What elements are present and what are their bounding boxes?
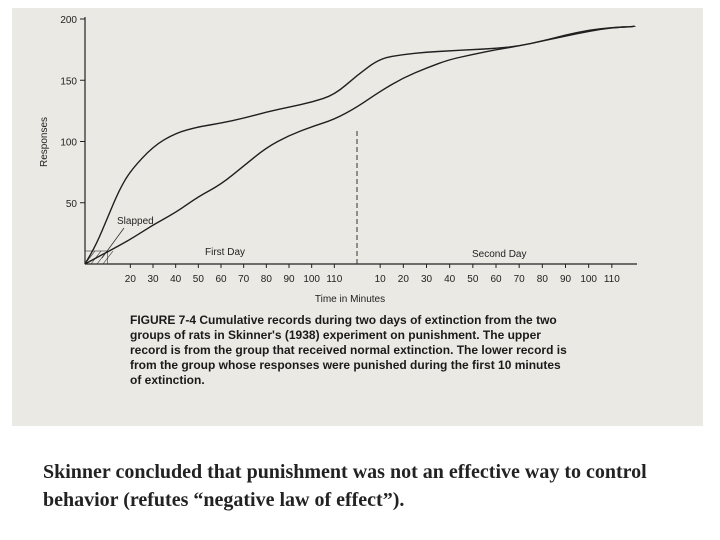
scanned-figure: 50 100 150 200 Responses 20 30 40 50 60 70 80 90 100 1… [12, 8, 703, 426]
x-tick-label-day2: 50 [467, 274, 479, 285]
cumulative-record-chart: 50 100 150 200 Responses 20 30 40 50 60 70 80 90 100 1… [39, 15, 637, 305]
x-tick-label-day1: 60 [215, 274, 227, 285]
x-tick-label-day2: 40 [444, 274, 456, 285]
x-tick-label-day2: 90 [560, 274, 572, 285]
x-tick-label-day2: 80 [537, 274, 549, 285]
figure-label: FIGURE 7-4 [130, 313, 197, 327]
x-tick-label-day2: 100 [580, 274, 597, 285]
x-axis-label: Time in Minutes [315, 294, 385, 305]
x-tick-label-day1: 100 [303, 274, 320, 285]
x-tick-label-day1: 70 [238, 274, 250, 285]
caption-text: Cumulative records during two days of ex… [130, 313, 567, 387]
slide-conclusion-text: Skinner concluded that punishment was no… [43, 461, 647, 511]
day-label-first: First Day [205, 247, 245, 258]
x-tick-label-day2: 60 [490, 274, 502, 285]
slap-hatch-line [102, 250, 114, 265]
x-tick-label-day1: 110 [326, 274, 342, 285]
x-tick-label-day1: 90 [283, 274, 295, 285]
figure-caption: FIGURE 7-4 Cumulative records during two… [130, 313, 570, 388]
y-tick-label: 200 [60, 15, 77, 26]
x-tick-label-day2: 70 [514, 274, 526, 285]
x-tick-label-day1: 50 [193, 274, 205, 285]
y-tick-label: 100 [60, 138, 77, 149]
x-tick-label-day2: 10 [375, 274, 387, 285]
x-tick-label-day2: 30 [421, 274, 433, 285]
day-label-second: Second Day [472, 249, 526, 260]
x-tick-label-day2: 110 [604, 274, 620, 285]
y-tick-label: 150 [60, 76, 77, 87]
series-line-punished [84, 25, 636, 265]
y-tick-label: 50 [66, 199, 78, 210]
x-tick-label-day2: 20 [398, 274, 410, 285]
series-line-normal-extinction [84, 25, 636, 265]
y-axis-label: Responses [39, 117, 50, 167]
x-tick-label-day1: 20 [125, 274, 137, 285]
x-tick-label-day1: 80 [261, 274, 273, 285]
slapped-annotation: Slapped [117, 216, 154, 227]
x-tick-label-day1: 40 [170, 274, 182, 285]
x-tick-label-day1: 30 [147, 274, 159, 285]
